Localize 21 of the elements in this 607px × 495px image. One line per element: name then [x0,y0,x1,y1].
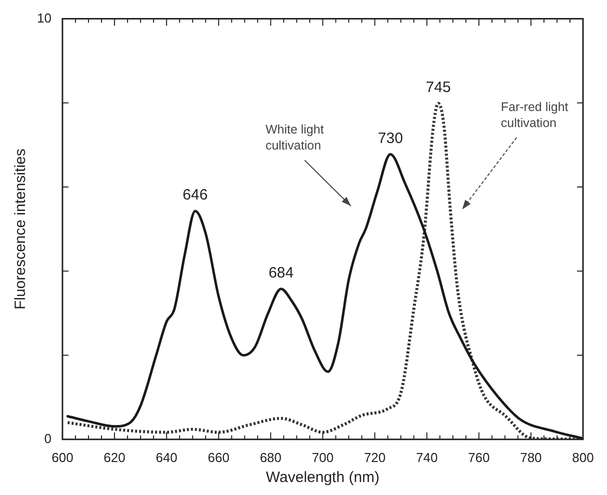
x-tick-label: 660 [208,450,230,465]
x-tick-label: 780 [520,450,542,465]
annotation: 646 [182,186,208,204]
x-tick-label: 800 [572,450,594,465]
y-axis-title: Fluorescence intensities [12,148,30,310]
x-axis-title: Wavelength (nm) [266,469,380,486]
x-tick-label: 640 [156,450,178,465]
x-tick-label: 680 [260,450,282,465]
x-tick-label: 700 [312,450,334,465]
x-tick-label: 620 [104,450,126,465]
annotation: 730 [378,130,403,147]
annotation: 745 [426,78,451,96]
x-tick-label: 720 [364,450,386,465]
y-tick-label: 0 [44,430,52,446]
y-tick-label: 10 [36,10,52,26]
annotation: White light cultivation [265,122,324,153]
x-tick-label: 600 [52,450,74,465]
annotation: 684 [268,264,294,282]
x-tick-label: 740 [416,450,438,465]
annotation: Far-red light cultivation [500,100,569,130]
x-tick-label: 760 [468,450,490,465]
